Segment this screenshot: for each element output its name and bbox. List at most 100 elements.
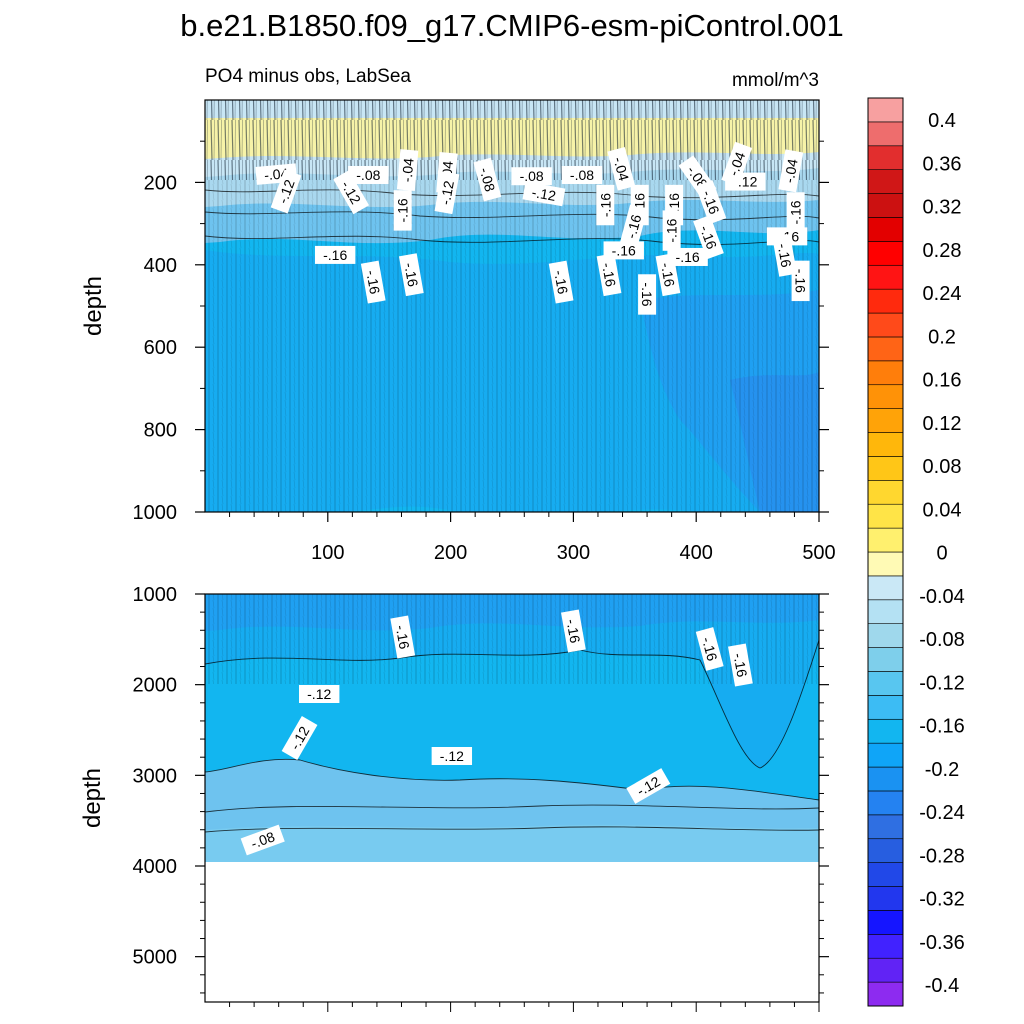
colorbar-swatch	[867, 742, 904, 768]
contour-label-text: -.08	[356, 167, 380, 183]
contour-label-text: -.16	[563, 618, 583, 645]
contour-label-text: -.16	[730, 652, 750, 679]
surface-noise-texture	[205, 100, 819, 180]
colorbar-label: 0.2	[928, 326, 956, 348]
colorbar-swatch	[867, 957, 904, 983]
contour-label-box	[561, 609, 586, 653]
contour-label-box	[431, 747, 473, 765]
contour-label-text: -.04	[399, 157, 417, 183]
contour-label-box	[596, 184, 615, 226]
colorbar-swatch	[867, 145, 904, 170]
colorbar-swatch	[867, 623, 904, 648]
colorbar-swatch	[867, 671, 904, 696]
colorbar-swatch	[867, 480, 904, 505]
contour-label-box	[240, 824, 285, 856]
colorbar-label: -0.12	[919, 672, 965, 694]
upper-xtick-label: 300	[557, 542, 590, 564]
upper-xtick-label: 500	[802, 542, 835, 564]
contour-label-text: -.16	[658, 261, 678, 288]
contour-label: -.16	[360, 260, 386, 304]
colorbar-label: 0.28	[923, 240, 962, 262]
contour-label-text: -.16	[793, 269, 809, 293]
contour-label-box	[434, 171, 460, 215]
contour-label-box	[360, 260, 386, 304]
contour-label-box	[786, 192, 805, 233]
upper-ytick-label: 600	[144, 337, 177, 359]
contour-label-box	[393, 190, 412, 231]
colorbar-label: -0.04	[919, 586, 965, 608]
contour-label-text: -.16	[401, 261, 421, 288]
contour-label-box	[638, 274, 657, 315]
colorbar-swatch	[867, 360, 904, 386]
contour-label: -.16	[667, 247, 708, 266]
contour-label-text: -.16	[639, 282, 655, 306]
colorbar-label: 0.08	[923, 456, 962, 478]
upper-xtick-label: 400	[680, 542, 713, 564]
colorbar-swatch	[867, 288, 904, 314]
contour-label-box	[511, 167, 552, 186]
contour-label-text: -.12	[307, 686, 331, 702]
contour-label-text: -.08	[249, 828, 277, 851]
colorbar-swatch	[867, 766, 904, 792]
upper-ytick-label: 800	[144, 420, 177, 442]
contour-label: -.12	[299, 685, 340, 703]
colorbar-label: -0.28	[919, 845, 965, 867]
colorbar-swatch	[867, 527, 904, 553]
contour-label-box	[390, 615, 416, 659]
contour-label: -.16	[695, 627, 724, 671]
contour-label-box	[522, 181, 566, 207]
contour-label-text: -.04	[725, 150, 748, 178]
lower-ytick-label: 2000	[133, 675, 178, 697]
lower-ytick-label: 1000	[133, 584, 178, 606]
lower-ytick-label: 5000	[133, 947, 178, 969]
contour-label: -.16	[561, 609, 586, 653]
upper-panel: 200 400 600 800 1000 100 200 300 400 500 depth -…	[80, 99, 836, 564]
contour-label: -.08	[511, 167, 552, 186]
colorbar-label: 0.16	[923, 370, 962, 392]
contour-label-box	[626, 768, 671, 804]
colorbar-swatch	[867, 456, 904, 481]
contour-label-text: -.16	[363, 269, 383, 296]
colorbar-label: -0.2	[925, 759, 959, 781]
upper-xtick-label: 200	[434, 542, 467, 564]
contour-lines-lower	[205, 639, 819, 833]
contour-label: -.04	[607, 146, 636, 191]
contour-label-box	[348, 165, 389, 184]
colorbar-label: 0.12	[923, 413, 962, 435]
colorbar-swatch	[867, 575, 904, 601]
colorbar-swatch	[867, 193, 904, 218]
figure-title: b.e21.B1850.f09_g17.CMIP6-esm-piControl.…	[180, 8, 843, 43]
lower-y-axis: 1000 2000 3000 4000 5000	[133, 584, 829, 994]
contour-label-text: -.12	[531, 184, 558, 204]
colorbar-swatch	[867, 503, 904, 529]
colorbar-label: 0.24	[923, 283, 962, 305]
contour-label: -.16	[693, 215, 724, 260]
contour-label-text: -.12	[437, 179, 457, 206]
colorbar-label: -0.36	[919, 932, 965, 954]
colorbar-label: 0.36	[923, 153, 962, 175]
contour-striations	[205, 180, 819, 512]
contour-label-box	[693, 215, 724, 260]
contour-label: -.08	[348, 165, 389, 184]
contour-label-text: -.04	[781, 157, 801, 184]
colorbar-label: 0.04	[923, 499, 962, 521]
contour-label-box	[619, 204, 648, 249]
colorbar-swatch	[867, 408, 904, 433]
contour-label: -.08	[473, 157, 502, 202]
colorbar-swatch	[867, 169, 904, 194]
colorbar-label: -0.08	[919, 629, 965, 651]
contour-label-box	[396, 149, 419, 191]
colorbar-label: -0.24	[919, 802, 965, 824]
contour-label-box	[473, 157, 502, 202]
contour-label: -.04	[396, 149, 419, 191]
colorbar-label: 0	[936, 543, 947, 565]
upper-x-axis: 100 200 300 400 500	[229, 512, 836, 564]
contour-label-box	[667, 247, 708, 266]
contour-label-box	[728, 643, 753, 687]
colorbar-swatch	[867, 336, 904, 362]
contour-label: -.16	[772, 233, 797, 277]
contour-label-box	[695, 180, 727, 225]
colorbar-swatch	[867, 862, 904, 887]
contour-label: -.16	[393, 190, 412, 231]
colorbar-swatch	[867, 838, 904, 863]
